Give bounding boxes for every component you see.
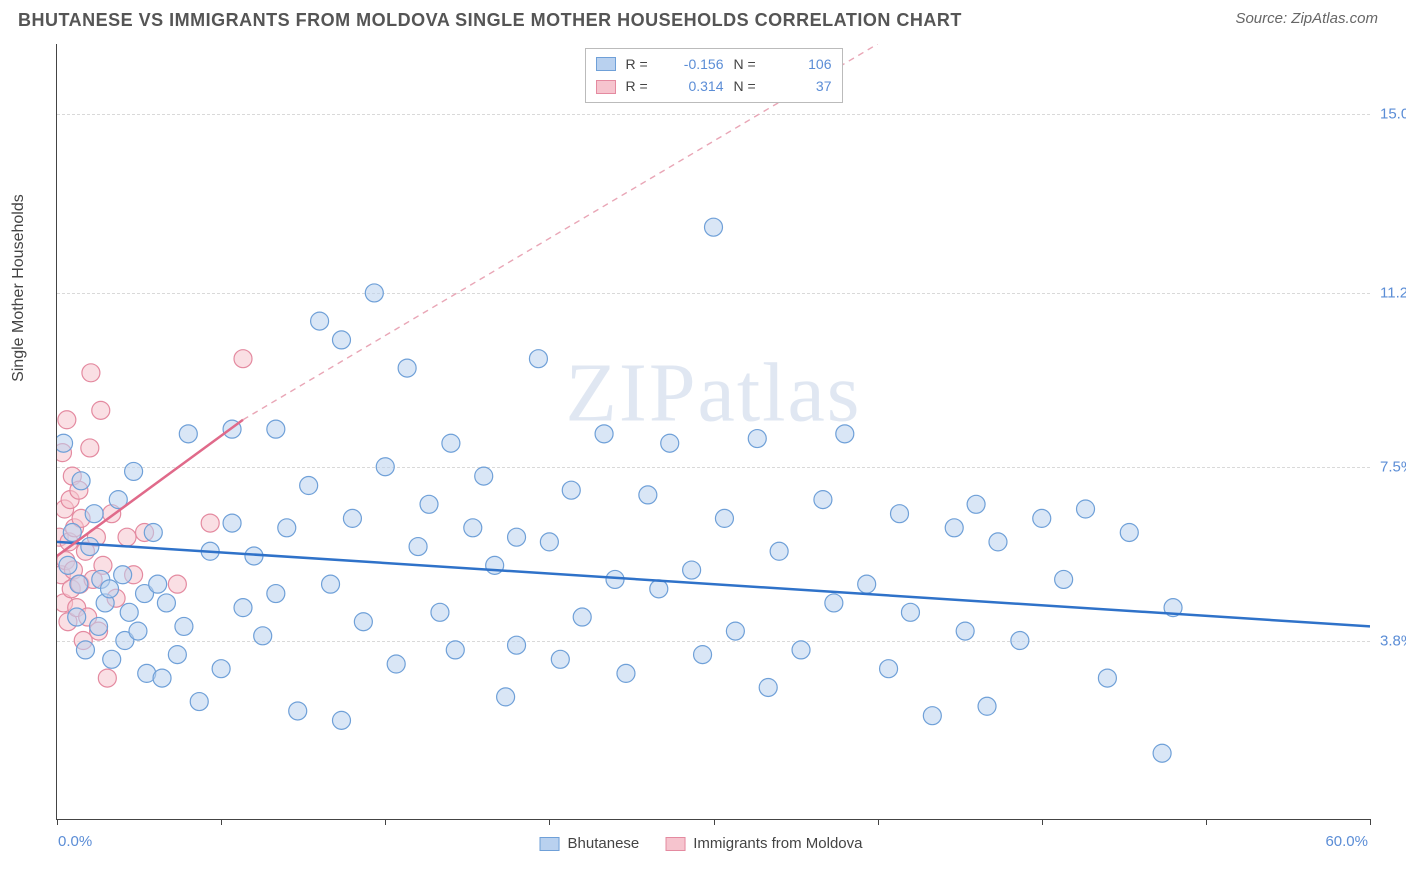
swatch-bhutanese xyxy=(596,57,616,71)
source-label: Source: ZipAtlas.com xyxy=(1235,10,1378,27)
chart-container: Single Mother Households ZIPatlas R = -0… xyxy=(18,44,1384,870)
n-value-bhutanese: 106 xyxy=(778,53,832,75)
legend-label-moldova: Immigrants from Moldova xyxy=(693,835,862,852)
x-axis-max: 60.0% xyxy=(1325,833,1368,850)
r-value-moldova: 0.314 xyxy=(670,75,724,97)
correlation-legend: R = -0.156 N = 106 R = 0.314 N = 37 xyxy=(585,48,843,103)
legend-swatch-moldova xyxy=(665,837,685,851)
swatch-moldova xyxy=(596,80,616,94)
x-axis-min: 0.0% xyxy=(58,833,92,850)
series-legend: Bhutanese Immigrants from Moldova xyxy=(540,835,863,852)
page-title: BHUTANESE VS IMMIGRANTS FROM MOLDOVA SIN… xyxy=(18,10,962,31)
legend-swatch-bhutanese xyxy=(540,837,560,851)
y-axis-label: Single Mother Households xyxy=(10,194,28,382)
watermark: ZIPatlas xyxy=(566,344,862,441)
plot-area: ZIPatlas R = -0.156 N = 106 R = 0.314 N … xyxy=(56,44,1370,820)
n-value-moldova: 37 xyxy=(778,75,832,97)
r-value-bhutanese: -0.156 xyxy=(670,53,724,75)
legend-label-bhutanese: Bhutanese xyxy=(568,835,640,852)
plot-svg xyxy=(57,44,1370,819)
